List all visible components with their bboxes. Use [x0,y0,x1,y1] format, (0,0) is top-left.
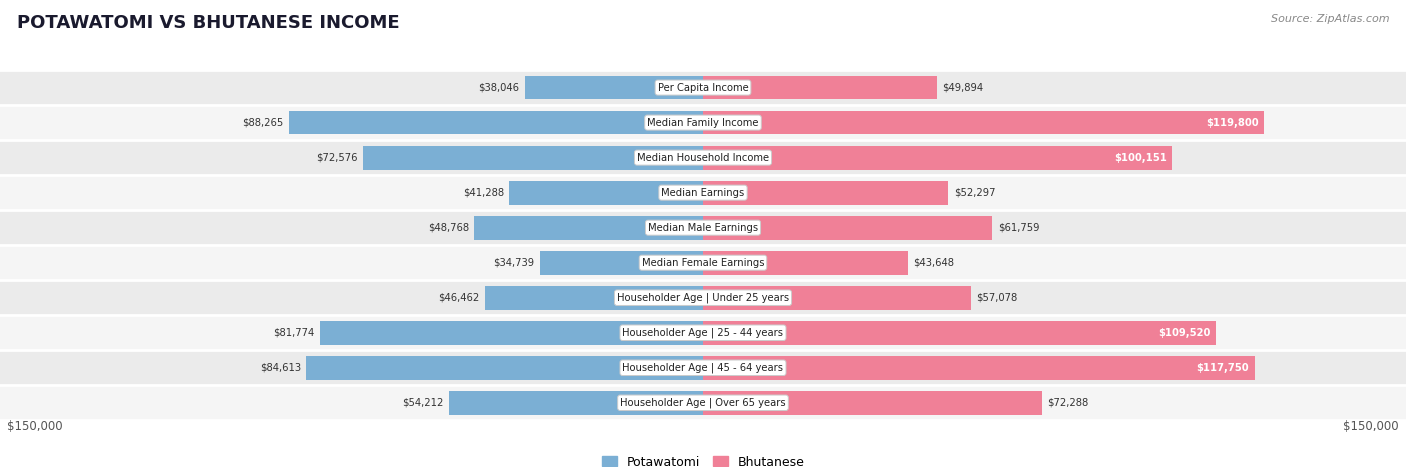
Bar [509,181,703,205]
Text: $72,288: $72,288 [1047,398,1088,408]
Text: $81,774: $81,774 [273,328,314,338]
Text: $88,265: $88,265 [242,118,284,127]
Bar [0,350,1406,385]
Text: $150,000: $150,000 [1343,420,1399,433]
Bar [703,216,993,240]
Bar [0,245,1406,280]
Bar [307,356,703,380]
Text: Householder Age | Over 65 years: Householder Age | Over 65 years [620,397,786,408]
Text: $38,046: $38,046 [478,83,519,92]
Text: POTAWATOMI VS BHUTANESE INCOME: POTAWATOMI VS BHUTANESE INCOME [17,14,399,32]
Bar [703,111,1264,134]
Bar [0,385,1406,420]
Text: $84,613: $84,613 [260,363,301,373]
Bar [703,356,1256,380]
Text: $43,648: $43,648 [912,258,955,268]
Text: $52,297: $52,297 [953,188,995,198]
Text: Median Male Earnings: Median Male Earnings [648,223,758,233]
Bar [540,251,703,275]
Text: $72,576: $72,576 [316,153,357,163]
Text: $46,462: $46,462 [439,293,479,303]
Bar [474,216,703,240]
Bar [0,140,1406,175]
Bar [449,391,703,415]
Bar [703,181,948,205]
Text: $48,768: $48,768 [427,223,468,233]
Text: Source: ZipAtlas.com: Source: ZipAtlas.com [1271,14,1389,24]
Bar [703,146,1173,170]
Text: $61,759: $61,759 [998,223,1039,233]
Text: $117,750: $117,750 [1197,363,1250,373]
Bar [0,280,1406,315]
Text: Householder Age | 25 - 44 years: Householder Age | 25 - 44 years [623,327,783,338]
Text: Householder Age | 45 - 64 years: Householder Age | 45 - 64 years [623,362,783,373]
Bar [0,315,1406,350]
Text: $54,212: $54,212 [402,398,443,408]
Text: $150,000: $150,000 [7,420,63,433]
Text: Median Female Earnings: Median Female Earnings [641,258,765,268]
Text: Median Household Income: Median Household Income [637,153,769,163]
Bar [363,146,703,170]
Bar [703,251,907,275]
Text: $119,800: $119,800 [1206,118,1258,127]
Text: $57,078: $57,078 [976,293,1018,303]
Bar [0,105,1406,140]
Text: Median Earnings: Median Earnings [661,188,745,198]
Text: Per Capita Income: Per Capita Income [658,83,748,92]
Bar [703,76,936,99]
Text: $49,894: $49,894 [942,83,984,92]
Bar [0,210,1406,245]
Text: $34,739: $34,739 [494,258,534,268]
Bar [0,70,1406,105]
Text: Median Family Income: Median Family Income [647,118,759,127]
Bar [703,391,1042,415]
Bar [703,286,970,310]
Bar [290,111,703,134]
Text: Householder Age | Under 25 years: Householder Age | Under 25 years [617,292,789,303]
Bar [485,286,703,310]
Bar [319,321,703,345]
Bar [703,321,1216,345]
Bar [524,76,703,99]
Legend: Potawatomi, Bhutanese: Potawatomi, Bhutanese [596,451,810,467]
Bar [0,175,1406,210]
Text: $41,288: $41,288 [463,188,503,198]
Text: $109,520: $109,520 [1159,328,1211,338]
Text: $100,151: $100,151 [1114,153,1167,163]
